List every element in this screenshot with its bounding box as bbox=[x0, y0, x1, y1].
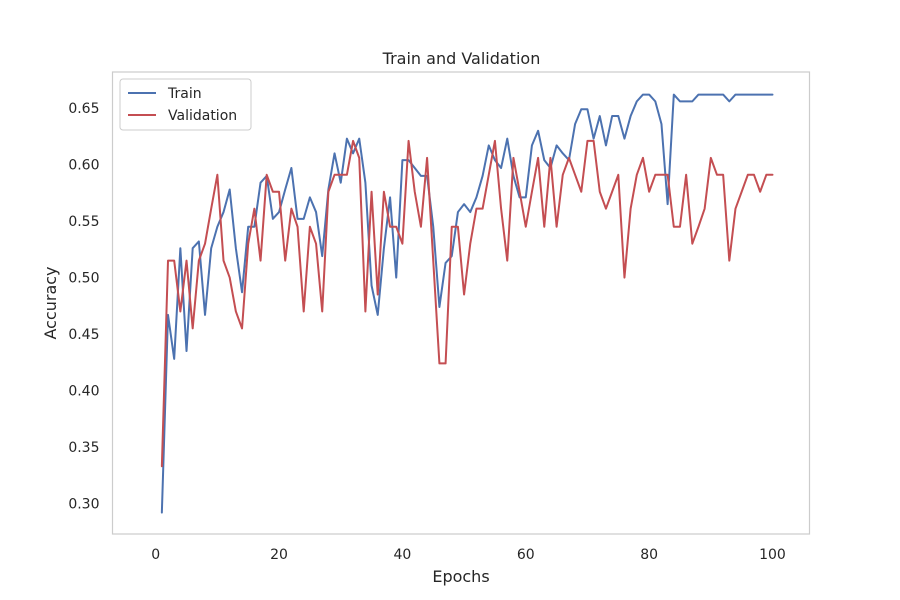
x-tick-label: 40 bbox=[393, 547, 411, 563]
legend-label-train: Train bbox=[167, 86, 202, 102]
y-axis-ticks: 0.30 0.35 0.40 0.45 0.50 0.55 0.60 0.65 bbox=[68, 101, 99, 512]
legend-label-validation: Validation bbox=[168, 108, 237, 124]
series-line-validation bbox=[160, 139, 774, 468]
x-axis-ticks: 0 20 40 60 80 100 bbox=[151, 547, 786, 563]
legend: Train Validation bbox=[119, 78, 252, 131]
y-axis-label: Accuracy bbox=[41, 266, 60, 339]
y-tick-label: 0.60 bbox=[68, 158, 99, 174]
y-tick-label: 0.50 bbox=[68, 271, 99, 287]
y-tick-label: 0.55 bbox=[68, 214, 99, 230]
y-tick-label: 0.30 bbox=[68, 497, 99, 513]
x-tick-label: 0 bbox=[151, 547, 160, 563]
y-tick-label: 0.40 bbox=[68, 384, 99, 400]
plot-area bbox=[111, 71, 811, 535]
x-tick-label: 80 bbox=[640, 547, 658, 563]
series-lines bbox=[160, 93, 774, 514]
x-tick-label: 100 bbox=[759, 547, 786, 563]
y-tick-label: 0.45 bbox=[68, 327, 99, 343]
x-tick-label: 20 bbox=[270, 547, 288, 563]
legend-box bbox=[119, 78, 252, 131]
chart-title: Train and Validation bbox=[382, 49, 541, 68]
y-tick-label: 0.35 bbox=[68, 440, 99, 456]
x-axis-label: Epochs bbox=[432, 567, 489, 586]
y-tick-label: 0.65 bbox=[68, 101, 99, 117]
series-line-train bbox=[160, 93, 774, 514]
x-tick-label: 60 bbox=[517, 547, 535, 563]
